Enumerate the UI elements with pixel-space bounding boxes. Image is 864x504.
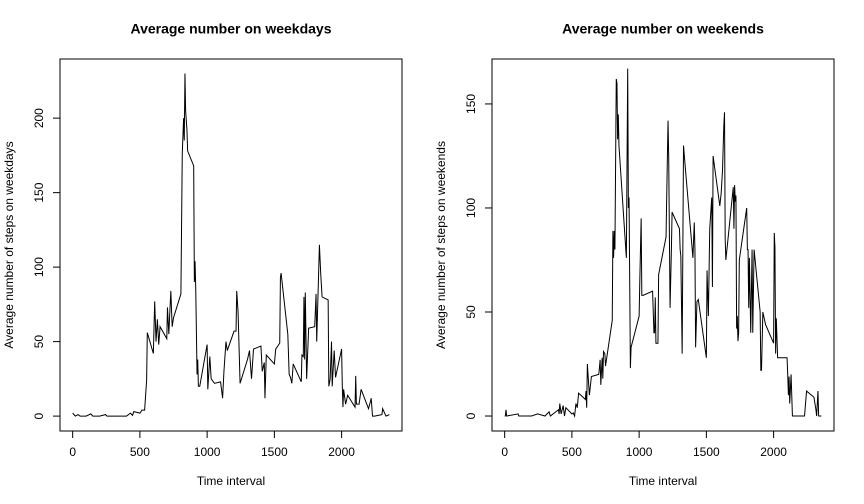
y-axis-label: Average number of steps on weekends — [434, 141, 448, 349]
x-tick-label: 0 — [69, 445, 76, 459]
x-tick-label: 2000 — [328, 445, 355, 459]
x-tick-label: 1000 — [626, 445, 653, 459]
y-tick-label: 0 — [32, 412, 46, 419]
y-tick-label: 150 — [32, 182, 46, 202]
y-tick-label: 50 — [464, 305, 478, 319]
y-tick-label: 150 — [464, 94, 478, 114]
x-tick-label: 0 — [501, 445, 508, 459]
y-tick-label: 50 — [32, 335, 46, 349]
x-axis-label: Time interval — [629, 474, 697, 488]
chart-title: Average number on weekends — [562, 21, 764, 37]
data-line — [72, 73, 390, 417]
x-tick-label: 1500 — [261, 445, 288, 459]
x-tick-label: 2000 — [760, 445, 787, 459]
y-tick-label: 100 — [32, 257, 46, 277]
x-tick-label: 1500 — [693, 445, 720, 459]
y-axis-label: Average number of steps on weekdays — [2, 141, 16, 348]
plot-box — [491, 58, 835, 432]
data-line — [504, 68, 822, 418]
plot-box — [59, 58, 403, 432]
x-tick-label: 500 — [562, 445, 582, 459]
x-tick-label: 1000 — [194, 445, 221, 459]
chart-title: Average number on weekdays — [130, 21, 331, 37]
x-axis-label: Time interval — [197, 474, 265, 488]
y-tick-label: 200 — [32, 108, 46, 128]
y-tick-label: 100 — [464, 198, 478, 218]
x-tick-label: 500 — [130, 445, 150, 459]
y-tick-label: 0 — [464, 412, 478, 419]
